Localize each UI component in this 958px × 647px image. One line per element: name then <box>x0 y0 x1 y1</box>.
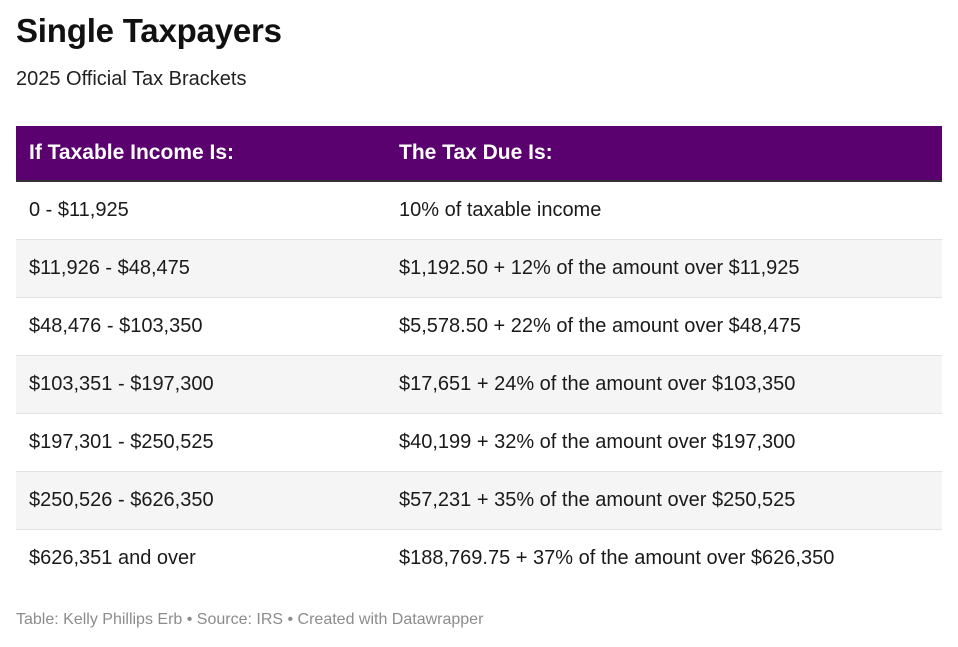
table-row: $11,926 - $48,475 $1,192.50 + 12% of the… <box>16 240 942 298</box>
taxable-income-cell: $626,351 and over <box>29 547 196 569</box>
tax-due-cell: $5,578.50 + 22% of the amount over $48,4… <box>399 315 801 337</box>
header-tax-due: The Tax Due Is: <box>399 141 553 164</box>
table-row: $197,301 - $250,525 $40,199 + 32% of the… <box>16 414 942 472</box>
taxable-income-cell: 0 - $11,925 <box>29 199 129 221</box>
table-row: 0 - $11,925 10% of taxable income <box>16 182 942 240</box>
table-row: $103,351 - $197,300 $17,651 + 24% of the… <box>16 356 942 414</box>
taxable-income-cell: $197,301 - $250,525 <box>29 431 214 453</box>
table-row: $48,476 - $103,350 $5,578.50 + 22% of th… <box>16 298 942 356</box>
tax-due-cell: $40,199 + 32% of the amount over $197,30… <box>399 431 796 453</box>
page-title: Single Taxpayers <box>16 12 282 49</box>
table-header: If Taxable Income Is: The Tax Due Is: <box>16 126 942 182</box>
tax-brackets-table: If Taxable Income Is: The Tax Due Is: 0 … <box>16 126 942 587</box>
taxable-income-cell: $103,351 - $197,300 <box>29 373 214 395</box>
tax-due-cell: $17,651 + 24% of the amount over $103,35… <box>399 373 796 395</box>
taxable-income-cell: $48,476 - $103,350 <box>29 315 203 337</box>
tax-due-cell: $188,769.75 + 37% of the amount over $62… <box>399 547 835 569</box>
table-row: $250,526 - $626,350 $57,231 + 35% of the… <box>16 472 942 530</box>
header-taxable-income: If Taxable Income Is: <box>29 141 235 164</box>
tax-due-cell: $57,231 + 35% of the amount over $250,52… <box>399 489 796 511</box>
tax-due-cell: 10% of taxable income <box>399 199 602 221</box>
tax-due-cell: $1,192.50 + 12% of the amount over $11,9… <box>399 257 800 279</box>
table-row: $626,351 and over $188,769.75 + 37% of t… <box>16 530 942 587</box>
taxable-income-cell: $250,526 - $626,350 <box>29 489 214 511</box>
taxable-income-cell: $11,926 - $48,475 <box>29 257 190 279</box>
page-subtitle: 2025 Official Tax Brackets <box>16 68 247 90</box>
source-footer: Table: Kelly Phillips Erb • Source: IRS … <box>16 611 484 628</box>
